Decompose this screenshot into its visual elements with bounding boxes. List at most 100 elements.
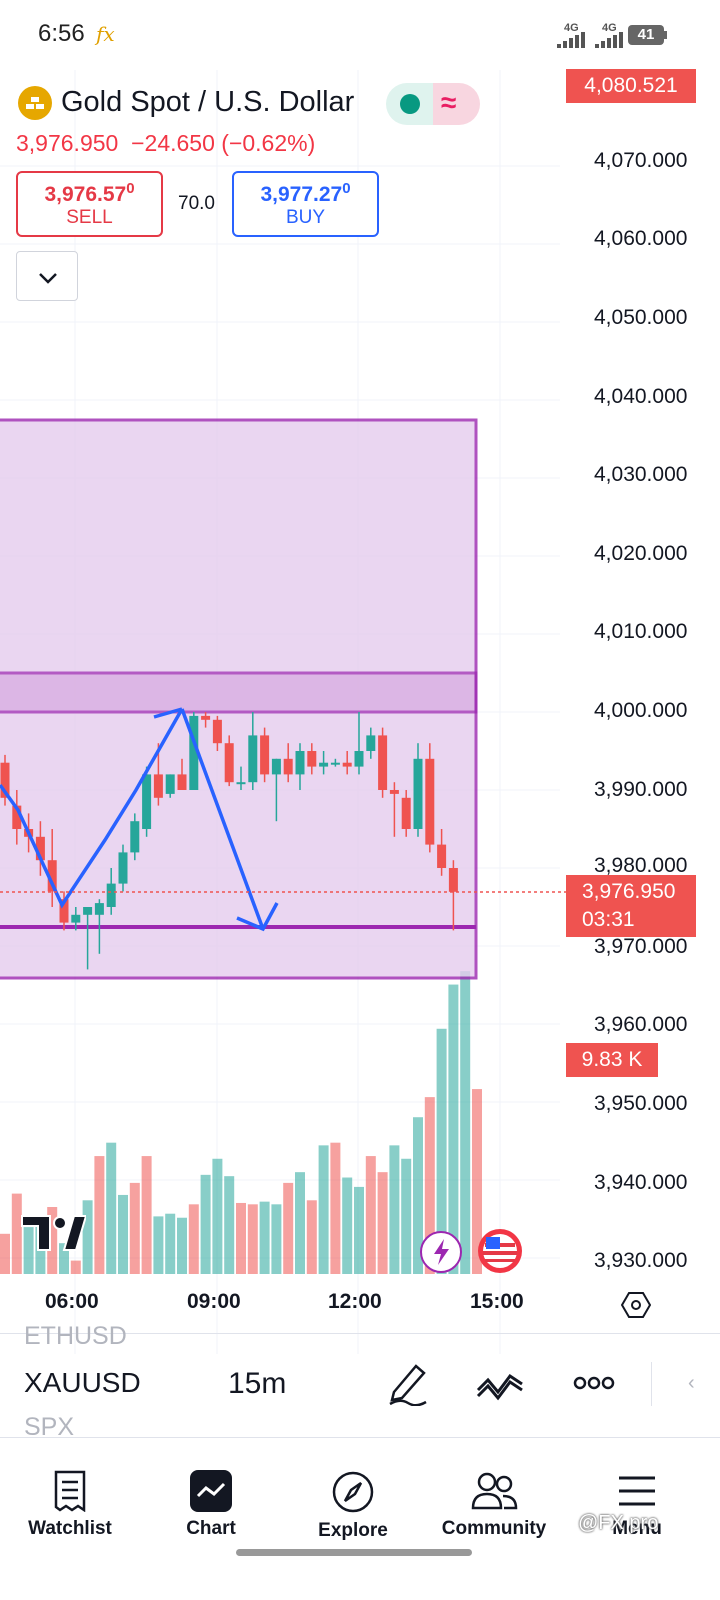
buy-label: BUY <box>285 207 326 228</box>
candle <box>35 836 45 861</box>
candle <box>307 751 317 767</box>
chart-icon <box>190 1470 232 1512</box>
volume-bar <box>106 1142 117 1274</box>
candle <box>354 751 364 767</box>
volume-bar <box>11 1193 22 1274</box>
price-chart[interactable] <box>0 70 720 1360</box>
time-tick-label: 15:00 <box>470 1290 524 1313</box>
volume-bar <box>377 1172 388 1274</box>
price-tick-label: 3,940.000 <box>594 1170 688 1194</box>
volume-bar <box>448 984 459 1274</box>
volume-bar <box>129 1182 140 1274</box>
candle <box>177 774 187 790</box>
volume-bar <box>318 1145 329 1274</box>
price-tick-label: 4,040.000 <box>594 384 688 408</box>
nav-community[interactable]: Community <box>434 1470 554 1540</box>
candle <box>366 735 376 751</box>
volume-bar <box>70 1260 81 1274</box>
trend-line-cap <box>153 707 183 719</box>
price-quote: 3,976.950 −24.650 (−0.62%) <box>16 130 315 157</box>
candle <box>342 762 352 767</box>
indicators-icon[interactable] <box>476 1364 524 1404</box>
expand-legend-button[interactable] <box>16 251 78 301</box>
volume-bar <box>424 1097 435 1274</box>
sell-button[interactable]: 3,976.570 SELL <box>16 171 163 237</box>
community-icon <box>471 1472 518 1510</box>
battery-tip <box>664 31 667 39</box>
divider <box>0 1437 720 1438</box>
symbol-prev[interactable]: ETHUSD <box>24 1322 127 1350</box>
market-status-pill[interactable]: ≈ <box>386 83 480 125</box>
status-time: 6:56 <box>38 20 85 47</box>
signal-icon: 4G <box>556 22 586 48</box>
home-indicator[interactable] <box>236 1549 472 1556</box>
volume-bar <box>271 1204 282 1274</box>
us-flag-icon[interactable] <box>478 1229 522 1273</box>
price-tick-label: 3,980.000 <box>594 854 688 877</box>
nav-chart[interactable]: Chart <box>151 1470 271 1540</box>
candle <box>295 751 305 775</box>
nav-label: Explore <box>318 1520 388 1541</box>
candle <box>118 852 128 884</box>
symbol-selector[interactable]: XAUUSD <box>24 1367 141 1398</box>
candle <box>271 758 281 775</box>
chart-area[interactable] <box>0 70 720 1360</box>
price-tick-label: 4,060.000 <box>594 227 688 251</box>
volume-bar <box>188 1204 199 1274</box>
candle <box>106 883 116 907</box>
price-tick-label: 3,990.000 <box>594 777 688 801</box>
time-tick-label: 12:00 <box>328 1290 382 1313</box>
candle <box>0 762 10 798</box>
sell-price: 3,976.570 <box>44 180 135 206</box>
nav-watchlist[interactable]: Watchlist <box>10 1470 130 1540</box>
nav-label: Chart <box>186 1518 236 1539</box>
candle <box>236 782 246 785</box>
nav-label: Menu <box>612 1518 662 1539</box>
delay-icon: ≈ <box>441 87 457 118</box>
candle <box>83 907 93 915</box>
price-tick-label: 3,950.000 <box>594 1092 688 1115</box>
symbol-next[interactable]: SPX <box>24 1413 75 1435</box>
volume-bar <box>365 1156 376 1274</box>
chart-settings-icon[interactable] <box>620 1290 652 1320</box>
candle <box>165 774 175 794</box>
candle <box>153 774 163 798</box>
candle <box>413 758 423 829</box>
symbol-title[interactable]: Gold Spot / U.S. Dollar <box>61 86 355 118</box>
volume-bar <box>94 1156 105 1274</box>
drawing-tools-icon[interactable] <box>386 1360 430 1407</box>
fx-icon: 𝑓x <box>96 22 115 46</box>
candle <box>319 762 329 767</box>
interval-selector[interactable]: 15m <box>228 1367 287 1400</box>
last-price: 3,976.950 <box>16 130 119 156</box>
price-tick-label: 4,000.000 <box>594 699 688 722</box>
menu-icon <box>619 1476 655 1506</box>
price-tick-label: 4,010.000 <box>594 620 688 644</box>
nav-explore[interactable]: Explore <box>293 1470 413 1542</box>
volume-bar <box>460 971 471 1274</box>
volume-bar <box>141 1156 152 1274</box>
volume-bar <box>436 1028 447 1274</box>
candle <box>12 805 22 829</box>
volume-bar <box>330 1142 341 1274</box>
price-tick-label: 3,970.000 <box>594 934 688 958</box>
buy-price: 3,977.270 <box>260 180 351 206</box>
volume-bar <box>413 1117 423 1274</box>
volume-bar <box>472 1089 482 1274</box>
volume-bar <box>354 1186 364 1274</box>
chevron-left-icon[interactable]: ‹ <box>688 1372 695 1394</box>
volume-bar <box>306 1200 317 1274</box>
candle <box>425 758 435 845</box>
candle <box>283 758 293 775</box>
nav-menu[interactable]: Menu <box>577 1470 697 1540</box>
volume-bar <box>212 1158 223 1274</box>
volume-bar <box>389 1145 400 1274</box>
volume-bar <box>82 1200 93 1274</box>
lightning-icon[interactable] <box>420 1231 462 1273</box>
more-icon[interactable] <box>572 1371 616 1395</box>
candle <box>47 860 57 892</box>
buy-button[interactable]: 3,977.270 BUY <box>232 171 379 237</box>
volume-badge: 9.83 K <box>566 1043 658 1077</box>
chevron-down-icon <box>39 273 57 284</box>
price-tick-label: 4,070.000 <box>594 148 688 172</box>
